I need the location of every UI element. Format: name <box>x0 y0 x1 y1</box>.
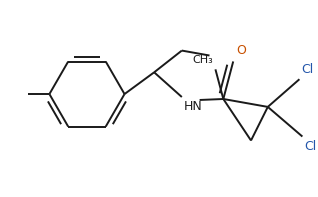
Text: HN: HN <box>184 100 203 113</box>
Text: O: O <box>236 44 246 57</box>
Text: Cl: Cl <box>304 139 317 152</box>
Text: Cl: Cl <box>301 63 314 76</box>
Text: CH₃: CH₃ <box>193 55 213 65</box>
